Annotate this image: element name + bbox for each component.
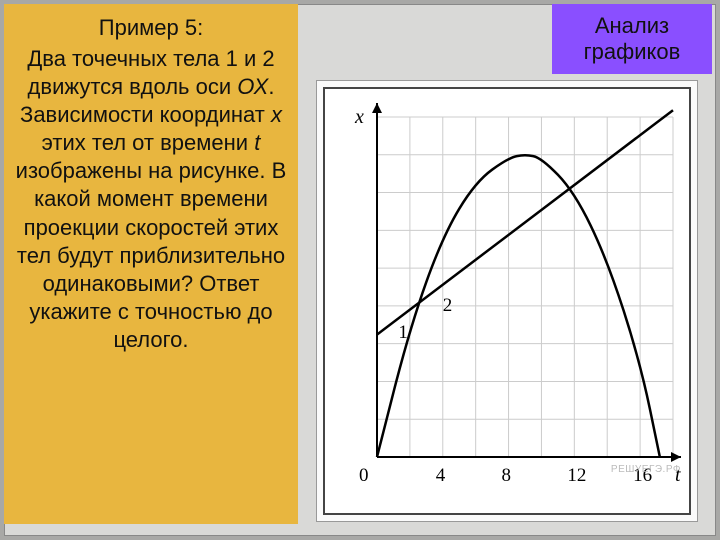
problem-panel: Пример 5: Два точечных тела 1 и 2 движут… bbox=[4, 4, 298, 524]
svg-text:x: x bbox=[354, 106, 364, 128]
problem-title: Пример 5: bbox=[10, 14, 292, 43]
problem-text-italic-1: ОХ bbox=[237, 74, 268, 99]
svg-text:1: 1 bbox=[398, 322, 408, 343]
problem-text-part-4: этих тел от времени bbox=[42, 130, 255, 155]
category-tag-label: Анализ графиков bbox=[552, 13, 712, 66]
chart-frame: xt048121612 РЕШУЕГЭ.РФ bbox=[316, 80, 698, 522]
category-tag: Анализ графиков bbox=[552, 4, 712, 74]
chart-svg: xt048121612 bbox=[325, 89, 691, 513]
problem-text-part-6: изображены на рисунке. В какой момент вр… bbox=[16, 158, 287, 352]
svg-text:2: 2 bbox=[443, 295, 453, 316]
problem-text: Два точечных тела 1 и 2 движутся вдоль о… bbox=[10, 45, 292, 355]
svg-text:0: 0 bbox=[359, 465, 369, 486]
chart-plot: xt048121612 РЕШУЕГЭ.РФ bbox=[323, 87, 691, 515]
problem-text-italic-3: х bbox=[271, 102, 282, 127]
svg-text:8: 8 bbox=[502, 465, 512, 486]
svg-text:4: 4 bbox=[436, 465, 446, 486]
svg-text:12: 12 bbox=[567, 465, 586, 486]
chart-watermark: РЕШУЕГЭ.РФ bbox=[611, 464, 681, 475]
problem-text-italic-5: t bbox=[254, 130, 260, 155]
